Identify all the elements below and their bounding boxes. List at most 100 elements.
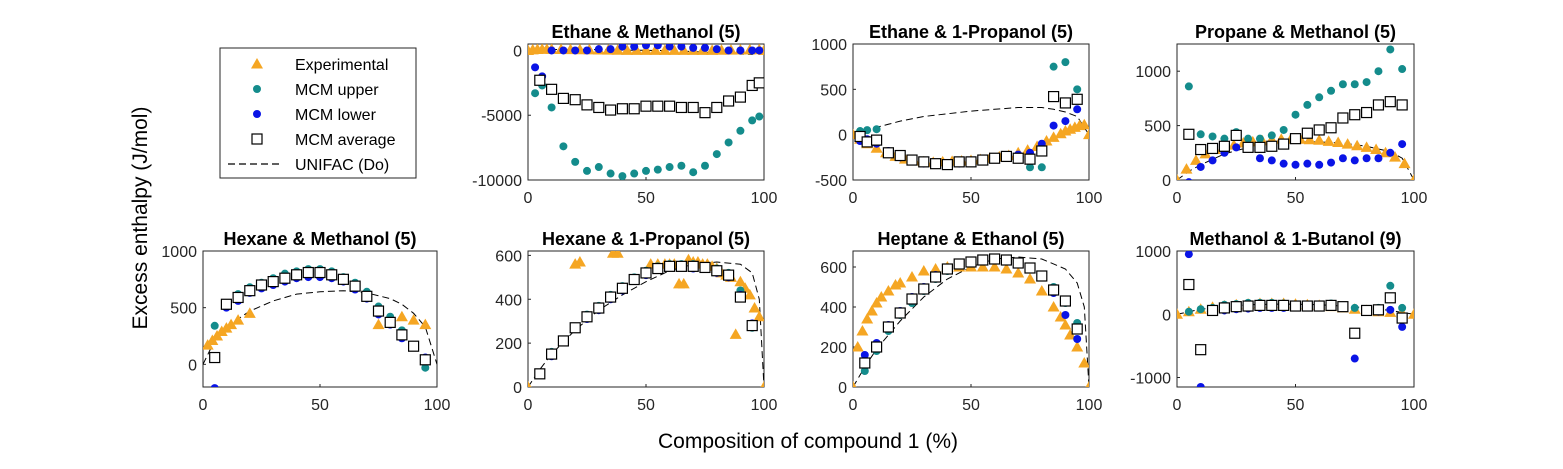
point-mcm_average <box>1195 344 1207 356</box>
point-mcm_lower <box>1061 117 1070 126</box>
point-mcm_lower <box>755 46 764 55</box>
x-axis-label: Composition of compound 1 (%) <box>658 430 958 453</box>
series-mcm_average <box>209 266 431 366</box>
point-mcm_average <box>545 83 558 95</box>
point-mcm_average <box>557 335 570 347</box>
point-experimental <box>1054 311 1067 322</box>
point-mcm_average <box>894 307 906 319</box>
point-mcm_upper <box>1374 67 1383 76</box>
point-mcm_lower <box>1398 322 1407 331</box>
point-mcm_average <box>604 104 617 116</box>
point-mcm_average <box>1071 93 1083 105</box>
point-experimental <box>1189 154 1202 165</box>
point-mcm_average <box>870 341 883 353</box>
point-experimental <box>1408 308 1414 319</box>
axes-box <box>527 43 765 181</box>
point-mcm_average <box>906 154 918 166</box>
legend-label-mcm_upper: MCM upper <box>295 82 379 99</box>
point-mcm_average <box>1289 300 1302 312</box>
point-experimental <box>1078 118 1089 130</box>
point-experimental <box>1085 381 1089 387</box>
point-mcm_upper <box>1327 86 1336 95</box>
x-tick-label: 50 <box>637 397 655 414</box>
point-experimental <box>861 313 874 324</box>
y-tick-label: 200 <box>495 336 522 353</box>
point-experimental <box>1180 163 1193 174</box>
point-mcm_average <box>1349 327 1361 339</box>
point-mcm_average <box>1183 128 1195 140</box>
point-mcm_lower <box>547 46 556 55</box>
point-mcm_lower <box>1350 156 1359 165</box>
point-mcm_average <box>722 95 735 107</box>
point-mcm_average <box>1360 304 1373 317</box>
x-tick-label: 50 <box>962 397 980 414</box>
y-tick-label: 0 <box>188 357 197 374</box>
point-mcm_upper <box>748 116 757 125</box>
point-mcm_average <box>687 101 699 114</box>
x-tick-label: 50 <box>1287 190 1305 207</box>
subplots: Ethane & Methanol (5)0 50 1000-5000-10000E… <box>161 22 1427 414</box>
point-experimental <box>882 285 895 296</box>
point-mcm_average <box>929 158 942 170</box>
point-mcm_average <box>1301 300 1313 312</box>
point-mcm_upper <box>421 363 430 372</box>
point-mcm_upper <box>1196 130 1205 139</box>
point-mcm_upper <box>1184 307 1193 316</box>
point-mcm_average <box>1195 143 1207 156</box>
point-mcm_average <box>534 368 546 380</box>
point-mcm_upper <box>724 138 733 147</box>
legend-label-experimental: Experimental <box>295 57 388 74</box>
point-experimental <box>734 275 747 287</box>
point-experimental <box>1360 141 1373 152</box>
series-mcm_upper <box>531 81 764 180</box>
point-mcm_upper <box>583 166 591 175</box>
y-tick-label: 0 <box>513 380 522 397</box>
point-mcm_average <box>1059 97 1072 109</box>
point-mcm_upper <box>606 169 615 178</box>
point-mcm_lower <box>1049 121 1058 130</box>
point-experimental <box>677 277 690 289</box>
point-mcm_lower <box>724 46 733 55</box>
point-mcm_average <box>906 293 918 305</box>
point-mcm_average <box>1396 312 1408 324</box>
point-mcm_average <box>326 269 338 281</box>
point-mcm_lower <box>1338 154 1347 163</box>
point-experimental <box>573 255 586 267</box>
point-mcm_average <box>734 91 747 103</box>
point-mcm_average <box>419 354 431 366</box>
point-experimental <box>748 302 761 313</box>
x-tick-label: 100 <box>1401 397 1428 414</box>
point-mcm_lower <box>1374 154 1383 163</box>
point-experimental <box>649 44 662 55</box>
y-tick-label: 500 <box>170 301 197 318</box>
subplot-2: Ethane & 1-Propanol (5)0 50 10010005000-50… <box>811 22 1102 207</box>
point-mcm_upper <box>1279 125 1288 134</box>
subplot-title: Ethane & 1-Propanol (5) <box>869 22 1073 42</box>
point-experimental <box>929 263 942 274</box>
point-mcm_average <box>1254 299 1266 311</box>
point-mcm_lower <box>1184 251 1193 259</box>
point-mcm_lower <box>677 44 686 51</box>
point-experimental <box>668 44 681 55</box>
point-experimental <box>1398 157 1411 169</box>
point-mcm_lower <box>1303 159 1312 168</box>
point-mcm_upper <box>1037 163 1046 172</box>
point-experimental <box>1177 174 1181 180</box>
point-mcm_upper <box>1061 58 1070 67</box>
y-tick-label: 1000 <box>161 244 197 261</box>
point-mcm_average <box>1012 257 1024 269</box>
point-mcm_average <box>652 100 664 112</box>
point-experimental <box>232 314 245 325</box>
point-mcm_average <box>918 283 930 295</box>
point-mcm_average <box>861 136 873 148</box>
x-tick-label: 0 <box>849 190 858 207</box>
point-mcm_average <box>640 100 652 112</box>
y-tick-label: 0 <box>1162 307 1171 324</box>
point-experimental <box>1410 174 1414 180</box>
point-mcm_lower <box>1362 154 1371 163</box>
point-mcm_average <box>734 291 747 303</box>
legend-swatch-mcm_lower <box>253 110 261 118</box>
point-experimental <box>976 261 989 272</box>
x-tick-label: 100 <box>1076 397 1103 414</box>
